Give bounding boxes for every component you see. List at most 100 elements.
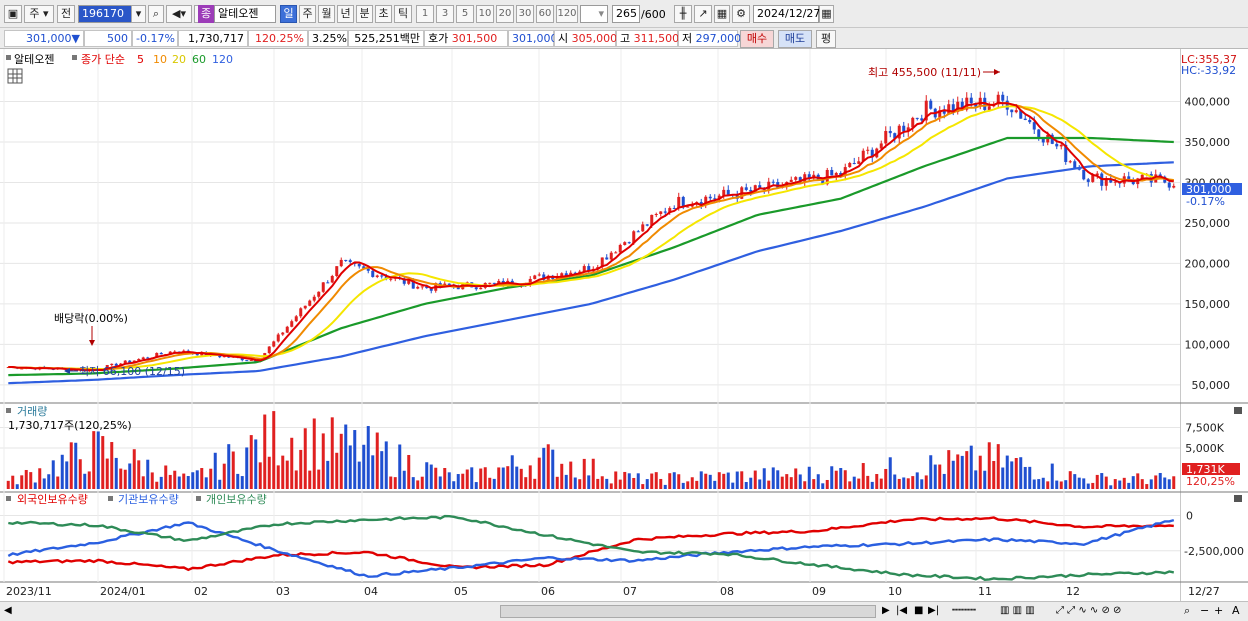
period-month[interactable]: 월: [318, 5, 335, 23]
interval-dropdown[interactable]: ▾: [580, 5, 608, 23]
volume-bar: [96, 431, 100, 489]
candle-type-icon[interactable]: ╫: [674, 5, 692, 23]
candle-body: [1019, 110, 1023, 119]
font-size-icon[interactable]: A: [1232, 604, 1240, 617]
scroll-right-icon[interactable]: ▶: [882, 605, 890, 616]
volume-bar: [762, 468, 766, 489]
interval-20[interactable]: 20: [496, 5, 514, 23]
search-icon[interactable]: ⌕: [148, 5, 164, 23]
volume-panel-close-icon[interactable]: [1234, 407, 1242, 414]
interval-60[interactable]: 60: [536, 5, 554, 23]
candle-body: [564, 273, 568, 277]
period-minute[interactable]: 분: [356, 5, 373, 23]
candle-body: [1109, 178, 1113, 183]
candle-body: [929, 100, 933, 109]
candle-body: [330, 276, 334, 283]
volume-bar: [389, 476, 393, 489]
draw-tool-icon[interactable]: ↗: [694, 5, 712, 23]
period-select-icon[interactable]: ▥ ▥ ▥: [1000, 605, 1035, 616]
gear-icon[interactable]: ⚙: [732, 5, 750, 23]
horizontal-scrollbar[interactable]: ◀ ▶ |◀ ■ ▶| ┅┅┅┅ ▥ ▥ ▥ ⤢ ⤢ ∿ ∿ ⊘ ⊘ ⌕ − +…: [0, 601, 1248, 621]
volume-bar: [699, 471, 703, 489]
candle-body: [303, 305, 307, 309]
volume-y-tick: 5,000K: [1185, 442, 1224, 455]
interval-120[interactable]: 120: [556, 5, 578, 23]
volume-bar: [353, 430, 357, 489]
zoom-out-icon[interactable]: −: [1200, 604, 1210, 617]
sell-button[interactable]: 매도: [778, 30, 812, 48]
candle-body: [560, 273, 564, 277]
scroll-left-icon[interactable]: ◀: [4, 605, 12, 616]
volume-bar: [330, 417, 334, 489]
tool-icons[interactable]: ⤢ ⤢ ∿ ∿ ⊘ ⊘: [1056, 605, 1122, 616]
interval-1[interactable]: 1: [416, 5, 434, 23]
volume-bar: [434, 467, 438, 489]
candle-body: [1059, 144, 1063, 147]
market-select[interactable]: 주 ▾: [24, 5, 54, 23]
period-second[interactable]: 초: [375, 5, 392, 23]
speaker-icon[interactable]: ◀▾: [166, 5, 192, 23]
candle-body: [294, 316, 298, 322]
volume-y-tick: 7,500K: [1185, 422, 1224, 435]
volume-bar: [1091, 482, 1095, 489]
interval-3[interactable]: 3: [436, 5, 454, 23]
holding-panel-close-icon[interactable]: [1234, 495, 1242, 502]
grid-icon[interactable]: ▦: [714, 5, 730, 23]
first-page-icon[interactable]: |◀: [896, 605, 908, 616]
volume-bar: [1032, 479, 1036, 489]
zoom-search-icon[interactable]: ⌕: [1184, 604, 1191, 617]
zoom-in-icon[interactable]: +: [1214, 604, 1224, 617]
window-menu-icon[interactable]: ▣: [4, 5, 22, 23]
volume-bar: [564, 474, 568, 489]
eval-button[interactable]: 평: [816, 30, 836, 48]
period-week[interactable]: 주: [299, 5, 316, 23]
volume-bar: [947, 450, 951, 489]
interval-5[interactable]: 5: [456, 5, 474, 23]
buy-button[interactable]: 매수: [740, 30, 774, 48]
period-year[interactable]: 년: [337, 5, 354, 23]
candle-body: [371, 270, 375, 277]
candle-body: [614, 252, 618, 254]
candle-body: [245, 360, 249, 362]
volume-bar: [983, 470, 987, 489]
count-input[interactable]: 265: [612, 5, 640, 23]
date-input[interactable]: 2024/12/27: [753, 5, 820, 23]
candle-body: [758, 185, 762, 188]
stock-name-field[interactable]: 알테오젠: [214, 5, 276, 23]
volume-bar: [326, 460, 330, 489]
volume-bar: [942, 473, 946, 489]
volume-bar: [29, 472, 33, 489]
candle-body: [272, 341, 276, 347]
calendar-icon[interactable]: ▦: [819, 5, 834, 23]
volume-bar: [105, 458, 109, 489]
interval-30[interactable]: 30: [516, 5, 534, 23]
zoom-bar-icon[interactable]: ┅┅┅┅: [952, 605, 977, 616]
stop-icon[interactable]: ■: [914, 605, 924, 616]
volume-bar: [569, 461, 573, 489]
all-button[interactable]: 전: [57, 5, 75, 23]
candle-body: [492, 282, 496, 284]
code-dropdown-icon[interactable]: ▾: [131, 5, 146, 23]
volume-bar: [209, 468, 213, 489]
volume-bar: [825, 479, 829, 489]
volume-bar: [123, 469, 127, 489]
table-toggle-icon[interactable]: [7, 68, 23, 84]
code-input[interactable]: 196170: [78, 5, 146, 23]
period-tick[interactable]: 틱: [394, 5, 412, 23]
last-page-icon[interactable]: ▶|: [928, 605, 940, 616]
volume-bar: [38, 468, 42, 489]
interval-10[interactable]: 10: [476, 5, 494, 23]
candle-body: [1082, 169, 1086, 180]
high-annotation: 최고 455,500 (11/11): [868, 66, 981, 79]
price-chart-svg[interactable]: 400,000350,000300,000250,000200,000150,0…: [0, 49, 1248, 601]
volume-bar: [632, 477, 636, 489]
period-day[interactable]: 일: [280, 5, 297, 23]
volume-tag: [1182, 463, 1240, 475]
volume-bar: [420, 476, 424, 489]
candle-body: [1086, 179, 1090, 182]
scroll-thumb[interactable]: [500, 605, 876, 618]
volume-bar: [704, 473, 708, 489]
volume-bar: [110, 442, 114, 489]
volume-bar: [384, 441, 388, 489]
volume-bar: [740, 471, 744, 489]
